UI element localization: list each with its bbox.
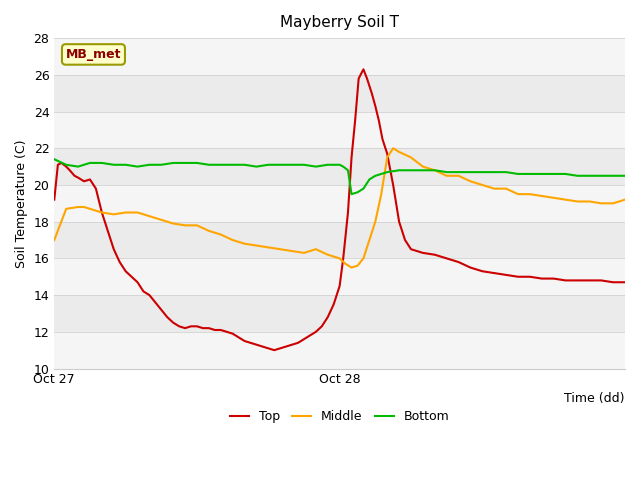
Bar: [54, 148, 625, 185]
Middle: [490, 186, 498, 192]
Middle: [419, 164, 427, 169]
Bottom: [348, 191, 355, 197]
Bottom: [621, 173, 629, 179]
Middle: [51, 237, 58, 243]
Bar: [54, 295, 625, 332]
Top: [51, 197, 58, 203]
Middle: [62, 206, 70, 212]
Top: [193, 324, 201, 329]
Line: Top: Top: [54, 69, 625, 350]
Y-axis label: Soil Temperature (C): Soil Temperature (C): [15, 139, 28, 267]
Bottom: [378, 171, 385, 177]
Legend: Top, Middle, Bottom: Top, Middle, Bottom: [225, 406, 454, 428]
Middle: [621, 197, 629, 203]
Title: Mayberry Soil T: Mayberry Soil T: [280, 15, 399, 30]
Middle: [371, 219, 379, 225]
Bar: [54, 111, 625, 148]
Top: [187, 324, 195, 329]
X-axis label: Time (dd): Time (dd): [564, 392, 625, 405]
Top: [294, 340, 302, 346]
Line: Bottom: Bottom: [54, 159, 625, 194]
Bottom: [431, 168, 438, 173]
Top: [271, 348, 278, 353]
Bottom: [51, 156, 58, 162]
Bottom: [365, 177, 373, 182]
Bar: [54, 185, 625, 222]
Middle: [389, 145, 397, 151]
Top: [586, 277, 593, 283]
Bar: [54, 222, 625, 258]
Middle: [348, 264, 355, 270]
Top: [360, 66, 367, 72]
Middle: [396, 149, 403, 155]
Top: [211, 327, 219, 333]
Bar: [54, 258, 625, 295]
Bar: [54, 75, 625, 111]
Text: MB_met: MB_met: [66, 48, 121, 61]
Bottom: [157, 162, 165, 168]
Top: [621, 279, 629, 285]
Top: [122, 268, 129, 274]
Line: Middle: Middle: [54, 148, 625, 267]
Middle: [264, 244, 272, 250]
Bar: [54, 332, 625, 369]
Bottom: [288, 162, 296, 168]
Bar: [54, 38, 625, 75]
Bottom: [383, 169, 391, 175]
